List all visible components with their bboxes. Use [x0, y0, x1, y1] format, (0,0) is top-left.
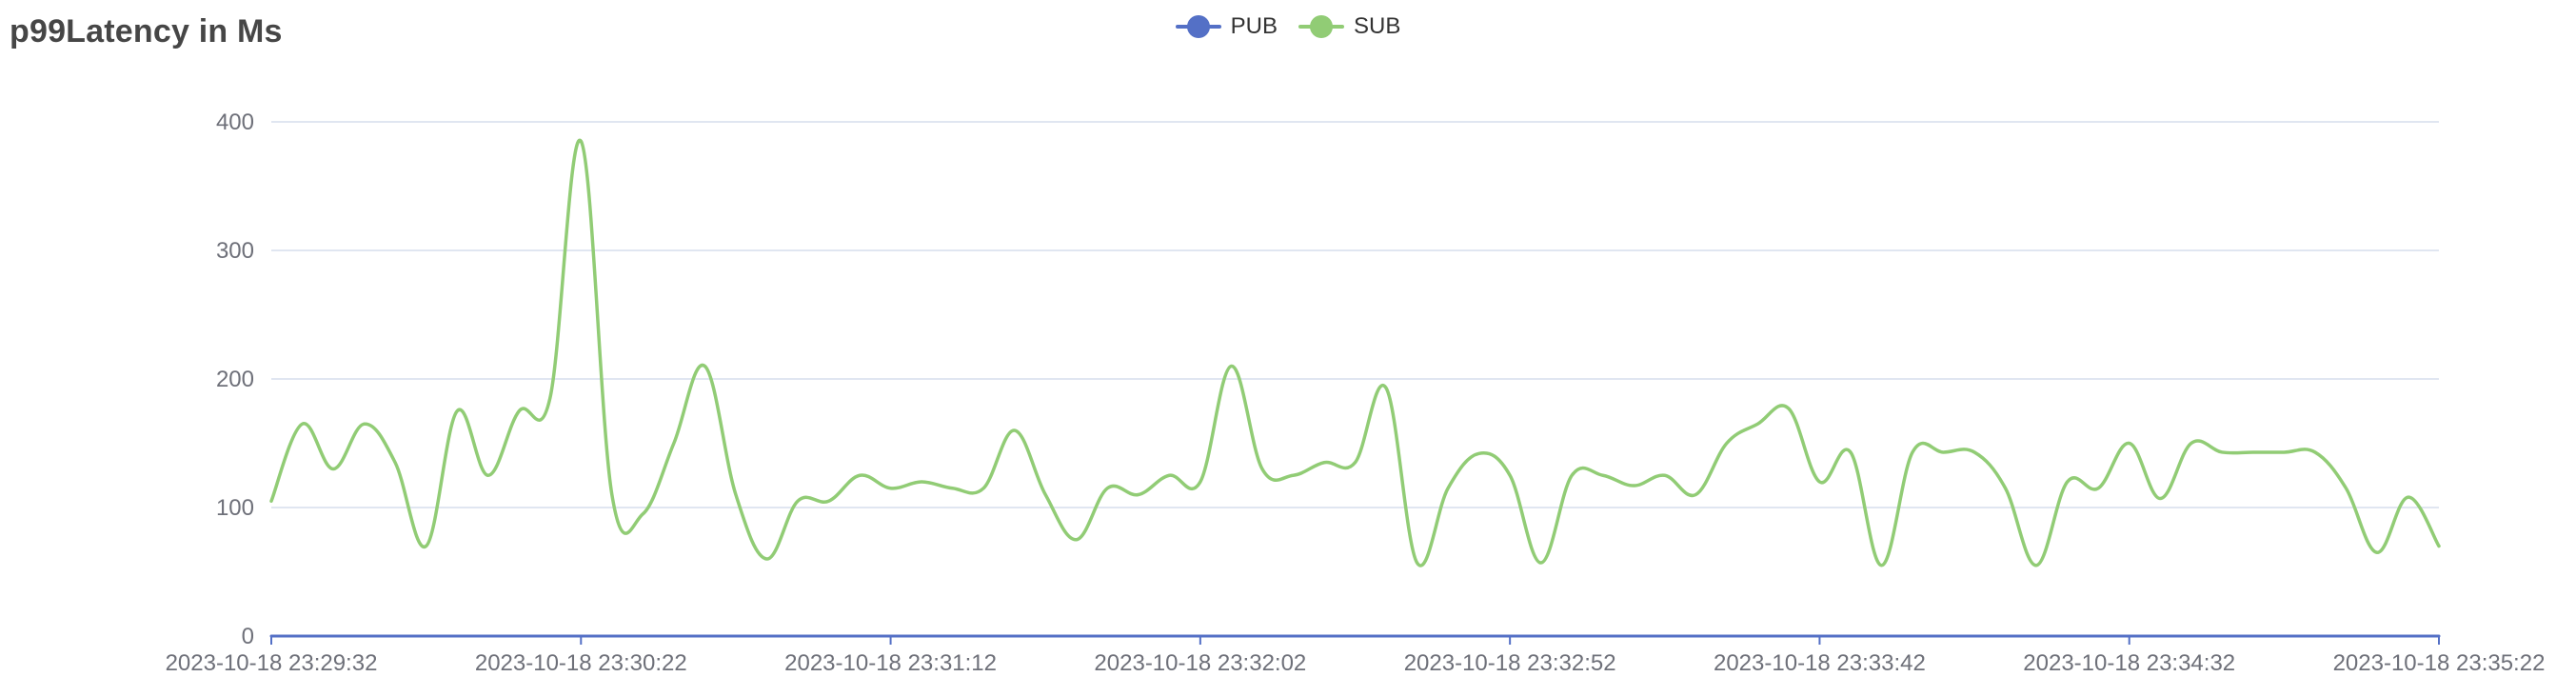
x-tick-label: 2023-10-18 23:33:42 — [1714, 650, 1926, 676]
legend-dot-pub — [1186, 15, 1210, 38]
series-line-sub[interactable] — [269, 138, 2441, 568]
x-tick-label: 2023-10-18 23:35:22 — [2333, 650, 2546, 676]
y-tick-label: 100 — [216, 495, 254, 521]
legend-item-pub[interactable]: PUB — [1175, 13, 1278, 40]
x-tick-label: 2023-10-18 23:32:52 — [1404, 650, 1616, 676]
x-tick-label: 2023-10-18 23:29:32 — [166, 650, 378, 676]
y-tick-label: 300 — [216, 238, 254, 264]
legend-swatch-sub — [1298, 15, 1344, 38]
x-tick-label: 2023-10-18 23:32:02 — [1094, 650, 1306, 676]
y-tick-label: 400 — [216, 110, 254, 135]
y-tick-label: 0 — [242, 624, 254, 649]
y-axis-labels: 0 100 200 300 400 — [216, 110, 254, 649]
legend-label-sub: SUB — [1354, 13, 1401, 39]
x-tick-label: 2023-10-18 23:31:12 — [784, 650, 997, 676]
x-tick-label: 2023-10-18 23:30:22 — [475, 650, 687, 676]
x-tick-label: 2023-10-18 23:34:32 — [2023, 650, 2235, 676]
x-axis-labels: 2023-10-18 23:29:32 2023-10-18 23:30:22 20… — [166, 650, 2546, 676]
legend: PUB SUB — [0, 13, 2576, 40]
x-axis — [270, 634, 2440, 645]
legend-dot-sub — [1310, 15, 1333, 38]
chart-title: p99Latency in Ms — [10, 13, 283, 50]
legend-item-sub[interactable]: SUB — [1298, 13, 1400, 40]
grid-lines — [271, 121, 2439, 508]
legend-label-pub: PUB — [1230, 13, 1278, 39]
y-tick-label: 200 — [216, 367, 254, 392]
series-lines — [269, 138, 2441, 638]
legend-swatch-pub — [1175, 15, 1221, 38]
